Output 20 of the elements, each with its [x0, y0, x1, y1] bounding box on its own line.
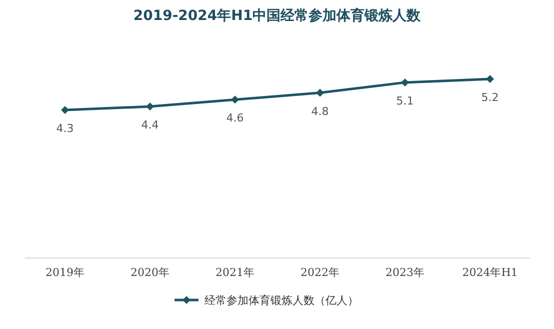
- data-label: 4.3: [56, 122, 74, 135]
- x-tick-label: 2023年: [386, 266, 424, 279]
- point: [146, 102, 154, 111]
- x-tick-label: 2024年H1: [462, 266, 518, 279]
- data-label: 4.8: [311, 104, 329, 118]
- chart-title: 2019-2024年H1中国经常参加体育锻炼人数: [133, 7, 422, 24]
- point: [401, 78, 409, 86]
- x-tick-label: 2022年: [300, 266, 340, 279]
- point: [316, 88, 324, 97]
- legend-label: 经常参加体育锻炼人数（亿人）: [204, 294, 358, 307]
- data-label: 4.4: [141, 118, 159, 132]
- data-label: 4.6: [226, 112, 244, 125]
- point: [486, 75, 494, 83]
- data-label: 5.2: [481, 91, 499, 104]
- x-tick-label: 2020年: [130, 266, 170, 279]
- point: [61, 106, 69, 114]
- x-tick-label: 2021年: [216, 266, 254, 279]
- data-label: 5.1: [396, 94, 414, 108]
- x-tick-label: 2019年: [46, 266, 84, 279]
- point: [231, 96, 239, 104]
